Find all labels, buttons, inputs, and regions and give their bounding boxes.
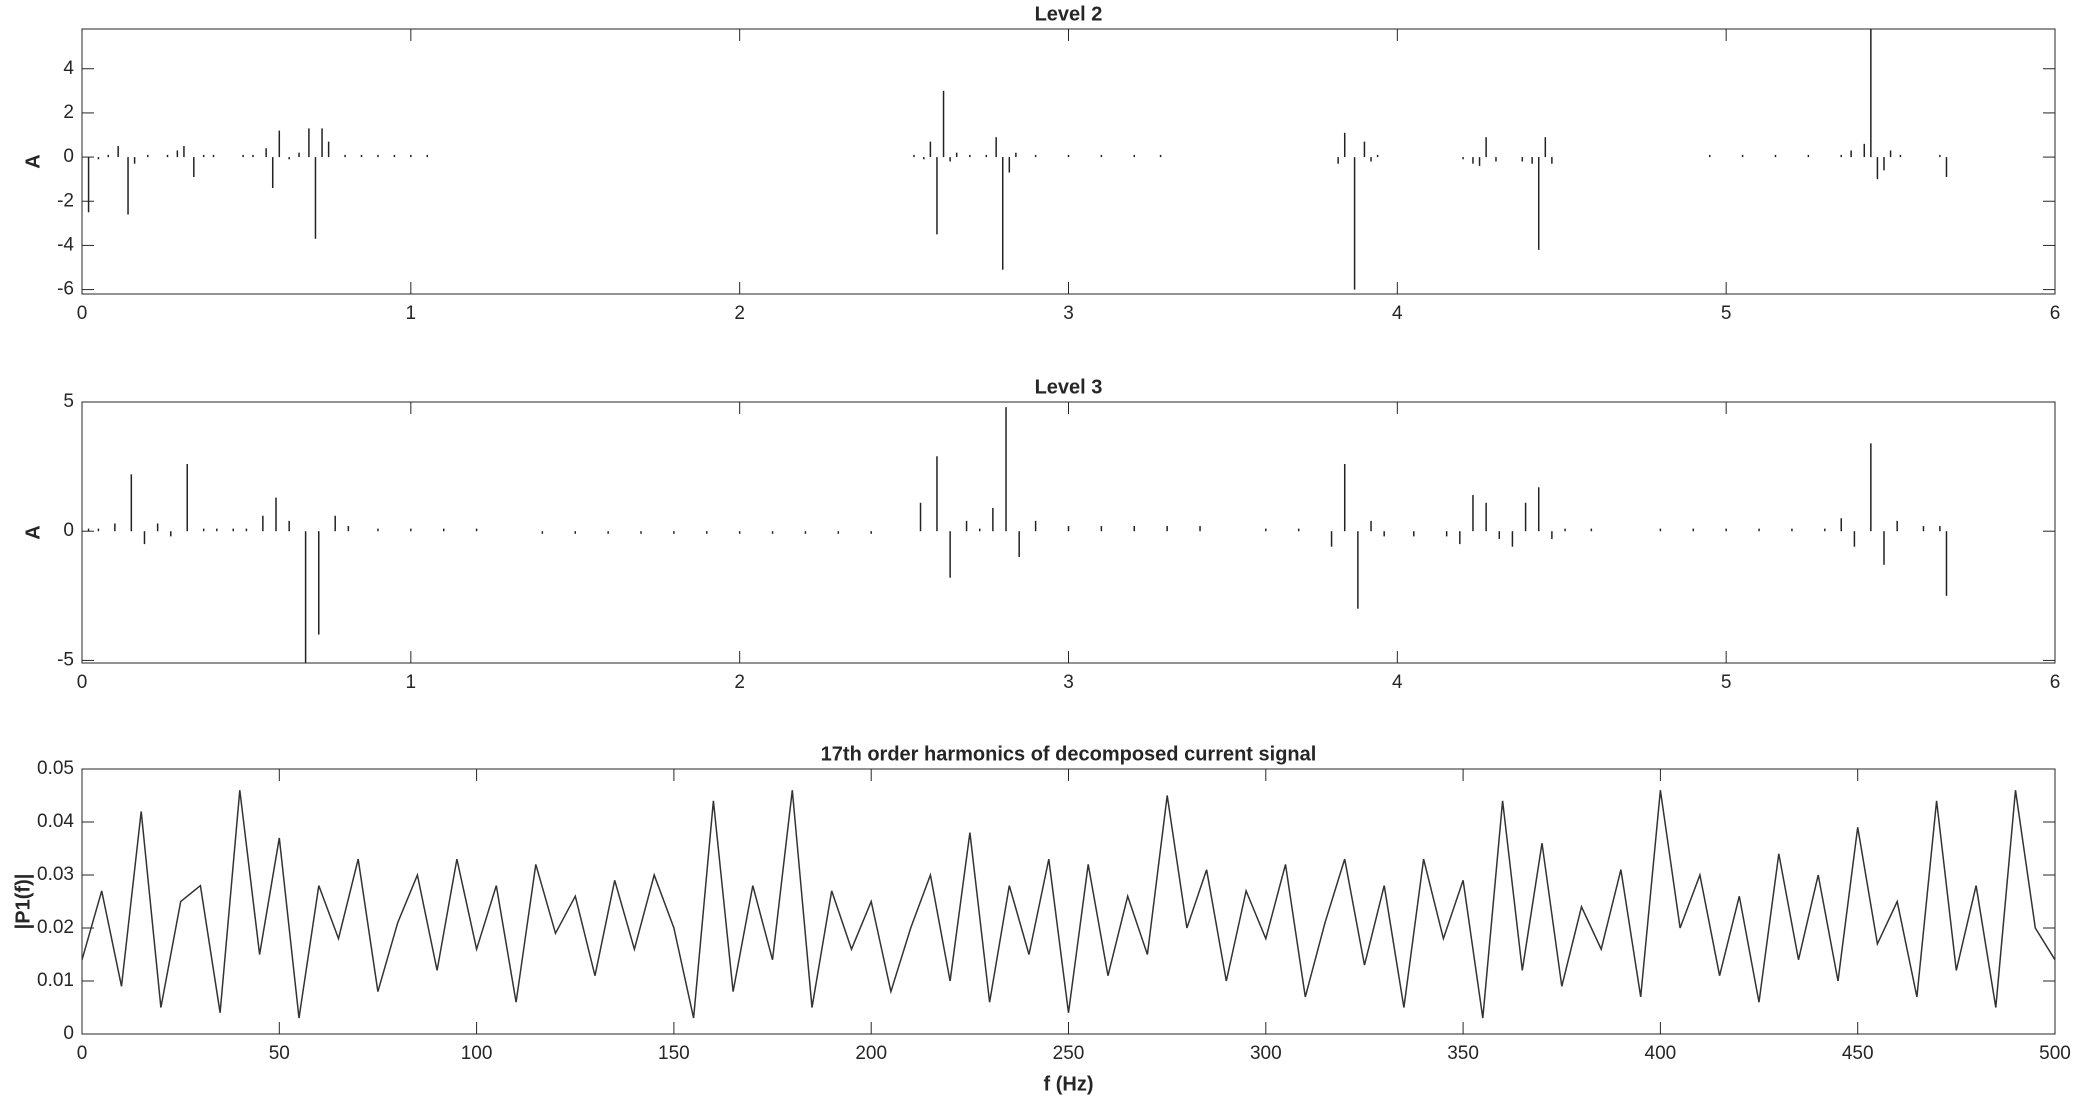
y-tick-label: 4 bbox=[63, 58, 74, 79]
x-tick-label: 0 bbox=[77, 303, 88, 324]
x-tick-label: 1 bbox=[406, 303, 417, 324]
x-tick-label: 250 bbox=[1053, 1043, 1085, 1064]
y-axis-label: |P1(f)| bbox=[12, 874, 34, 930]
y-tick-label: 0.02 bbox=[37, 917, 74, 938]
x-axis-label: f (Hz) bbox=[1044, 1073, 1094, 1095]
y-tick-label: 0 bbox=[63, 146, 74, 167]
y-axis-label: A bbox=[22, 525, 44, 539]
plot-title: Level 2 bbox=[1035, 3, 1103, 25]
y-tick-label: 0.01 bbox=[37, 970, 74, 991]
y-tick-label: 2 bbox=[63, 102, 74, 123]
x-tick-label: 350 bbox=[1447, 1043, 1479, 1064]
y-tick-label: 0.05 bbox=[37, 758, 74, 779]
x-tick-label: 5 bbox=[1721, 303, 1732, 324]
x-tick-label: 2 bbox=[734, 672, 745, 693]
axes-box bbox=[81, 768, 2056, 1035]
x-tick-label: 4 bbox=[1392, 303, 1403, 324]
x-tick-label: 6 bbox=[2050, 672, 2061, 693]
line-series bbox=[81, 790, 2056, 1019]
x-tick-label: 6 bbox=[2050, 303, 2061, 324]
x-tick-label: 1 bbox=[406, 672, 417, 693]
x-tick-label: 200 bbox=[855, 1043, 887, 1064]
x-tick-label: 300 bbox=[1250, 1043, 1282, 1064]
y-tick-label: -4 bbox=[57, 234, 74, 255]
x-tick-label: 100 bbox=[461, 1043, 493, 1064]
y-axis-label: A bbox=[22, 154, 44, 168]
x-tick-label: 0 bbox=[77, 672, 88, 693]
x-tick-label: 2 bbox=[734, 303, 745, 324]
x-tick-label: 5 bbox=[1721, 672, 1732, 693]
x-tick-label: 500 bbox=[2039, 1043, 2071, 1064]
x-tick-label: 450 bbox=[1842, 1043, 1874, 1064]
y-tick-label: 0.04 bbox=[37, 811, 74, 832]
y-tick-label: -6 bbox=[57, 279, 74, 300]
y-tick-label: 0 bbox=[63, 1023, 74, 1044]
axes-box bbox=[81, 28, 2056, 295]
x-tick-label: 0 bbox=[77, 1043, 88, 1064]
y-tick-label: 5 bbox=[63, 391, 74, 412]
y-tick-label: -5 bbox=[57, 649, 74, 670]
x-tick-label: 3 bbox=[1063, 303, 1074, 324]
y-tick-label: -2 bbox=[57, 190, 74, 211]
plot-title: 17th order harmonics of decomposed curre… bbox=[821, 743, 1317, 765]
x-tick-label: 400 bbox=[1645, 1043, 1677, 1064]
x-tick-label: 150 bbox=[658, 1043, 690, 1064]
plot-title: Level 3 bbox=[1035, 376, 1103, 398]
axes-box bbox=[81, 401, 2056, 664]
x-tick-label: 4 bbox=[1392, 672, 1403, 693]
y-tick-label: 0.03 bbox=[37, 864, 74, 885]
x-tick-label: 50 bbox=[269, 1043, 290, 1064]
y-tick-label: 0 bbox=[63, 520, 74, 541]
x-tick-label: 3 bbox=[1063, 672, 1074, 693]
